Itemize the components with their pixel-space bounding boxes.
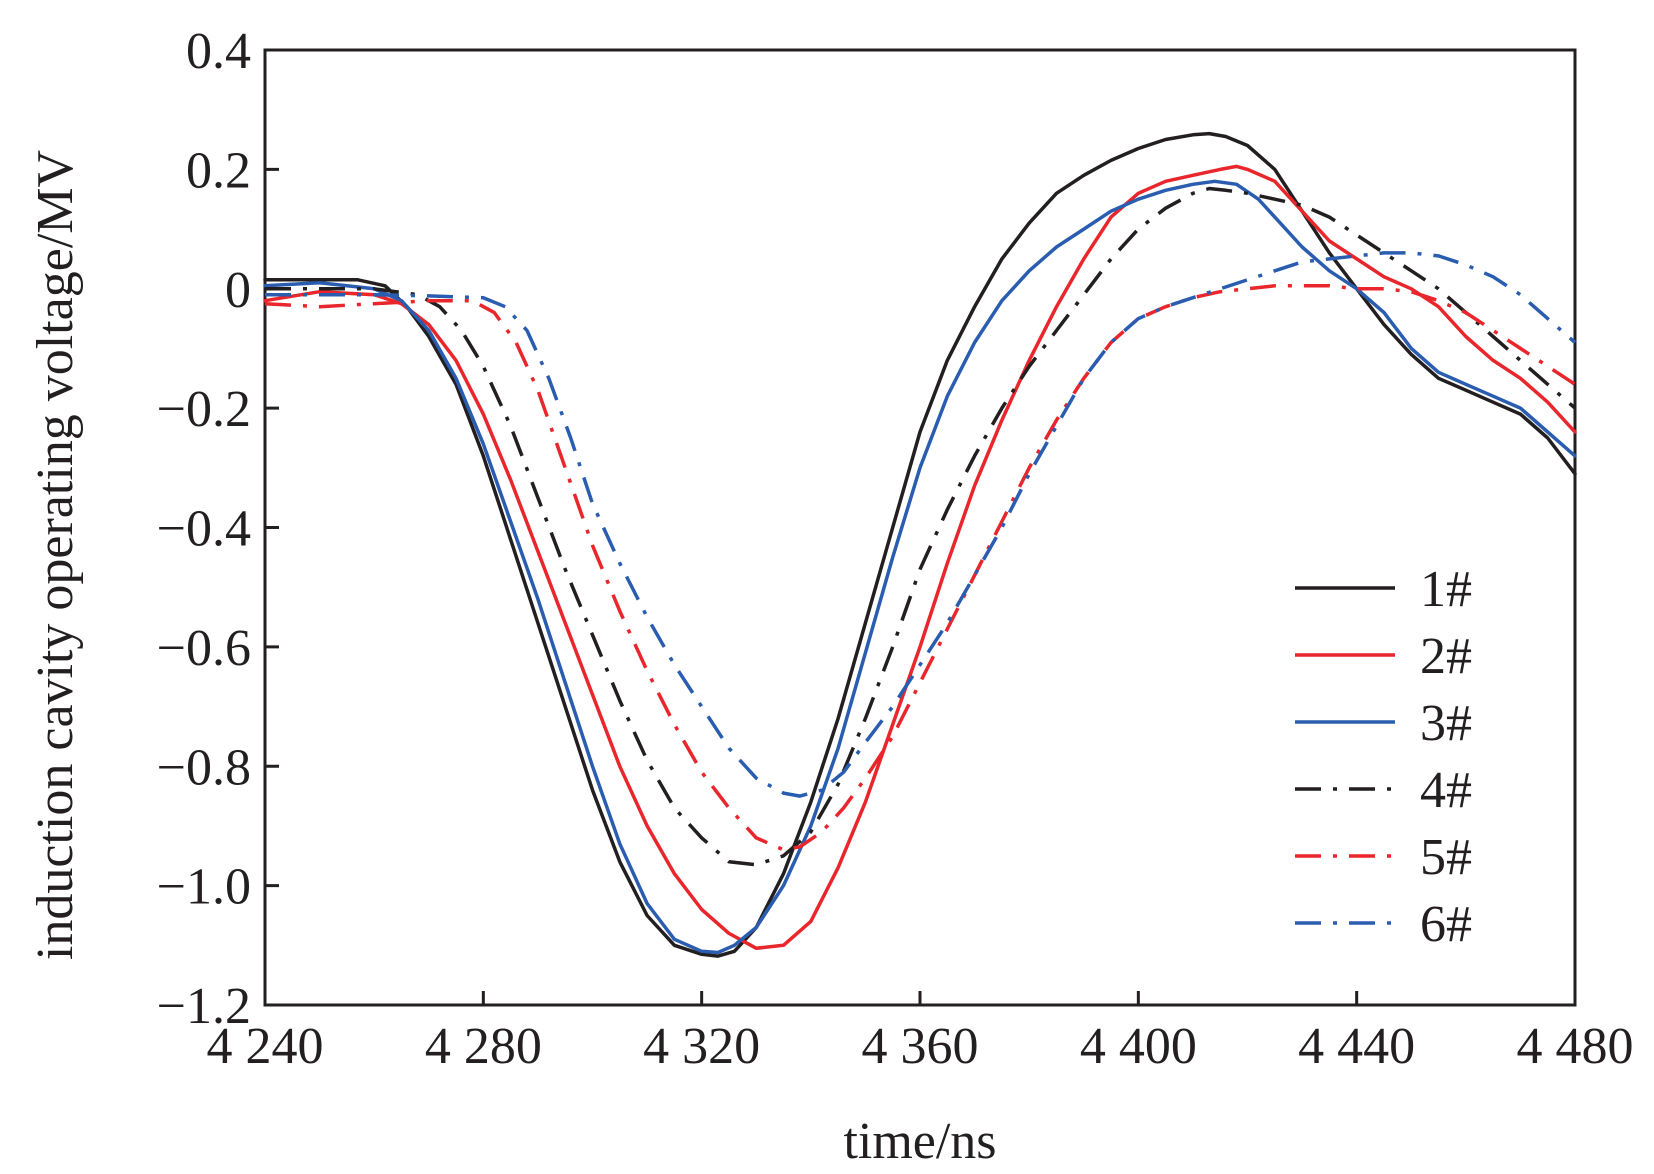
x-tick-label: 4 480 — [1517, 1018, 1634, 1075]
x-tick-label: 4 240 — [207, 1018, 324, 1075]
series-line-4 — [265, 186, 1577, 867]
x-tick-label: 4 280 — [425, 1018, 542, 1075]
y-tick-label: −0.4 — [157, 501, 251, 558]
legend: 1# 2# 3# 4# 5# 6# — [1295, 561, 1472, 953]
y-tick-label: −0.8 — [157, 739, 251, 796]
x-tick-label: 4 400 — [1080, 1018, 1197, 1075]
series-line-6 — [265, 251, 1577, 798]
y-tick-label: −1.0 — [157, 859, 251, 916]
series-line-5 — [264, 284, 1576, 852]
x-axis-title: time/ns — [843, 1113, 996, 1170]
legend-label-2: 2# — [1420, 628, 1472, 685]
y-tick-label: 0.2 — [186, 142, 251, 199]
legend-label-3: 3# — [1420, 695, 1472, 752]
y-tick-label: 0.4 — [186, 23, 251, 80]
y-tick-label: −0.2 — [157, 381, 251, 438]
legend-label-5: 5# — [1420, 829, 1472, 886]
y-tick-label: 0 — [225, 262, 251, 319]
series-line-3 — [263, 179, 1577, 955]
y-axis-title: induction cavity operating voltage/MV — [27, 150, 84, 960]
x-axis-ticks: 4 240 4 280 4 320 4 360 4 400 4 440 4 480 — [207, 991, 1634, 1075]
x-tick-label: 4 360 — [862, 1018, 979, 1075]
y-axis-ticks: 0.4 0.2 0 −0.2 −0.4 −0.6 −0.8 −1.0 −1.2 — [157, 23, 279, 1035]
series-line-2 — [263, 164, 1577, 951]
y-tick-label: −0.6 — [157, 620, 251, 677]
y-tick-label: −1.2 — [157, 978, 251, 1035]
plot-frame — [263, 48, 1577, 1007]
legend-label-6: 6# — [1420, 896, 1472, 953]
x-tick-label: 4 320 — [643, 1018, 760, 1075]
series-layer — [263, 131, 1577, 958]
series-line-1 — [263, 131, 1577, 958]
legend-label-4: 4# — [1420, 762, 1472, 819]
legend-label-1: 1# — [1420, 561, 1472, 618]
x-tick-label: 4 440 — [1298, 1018, 1415, 1075]
